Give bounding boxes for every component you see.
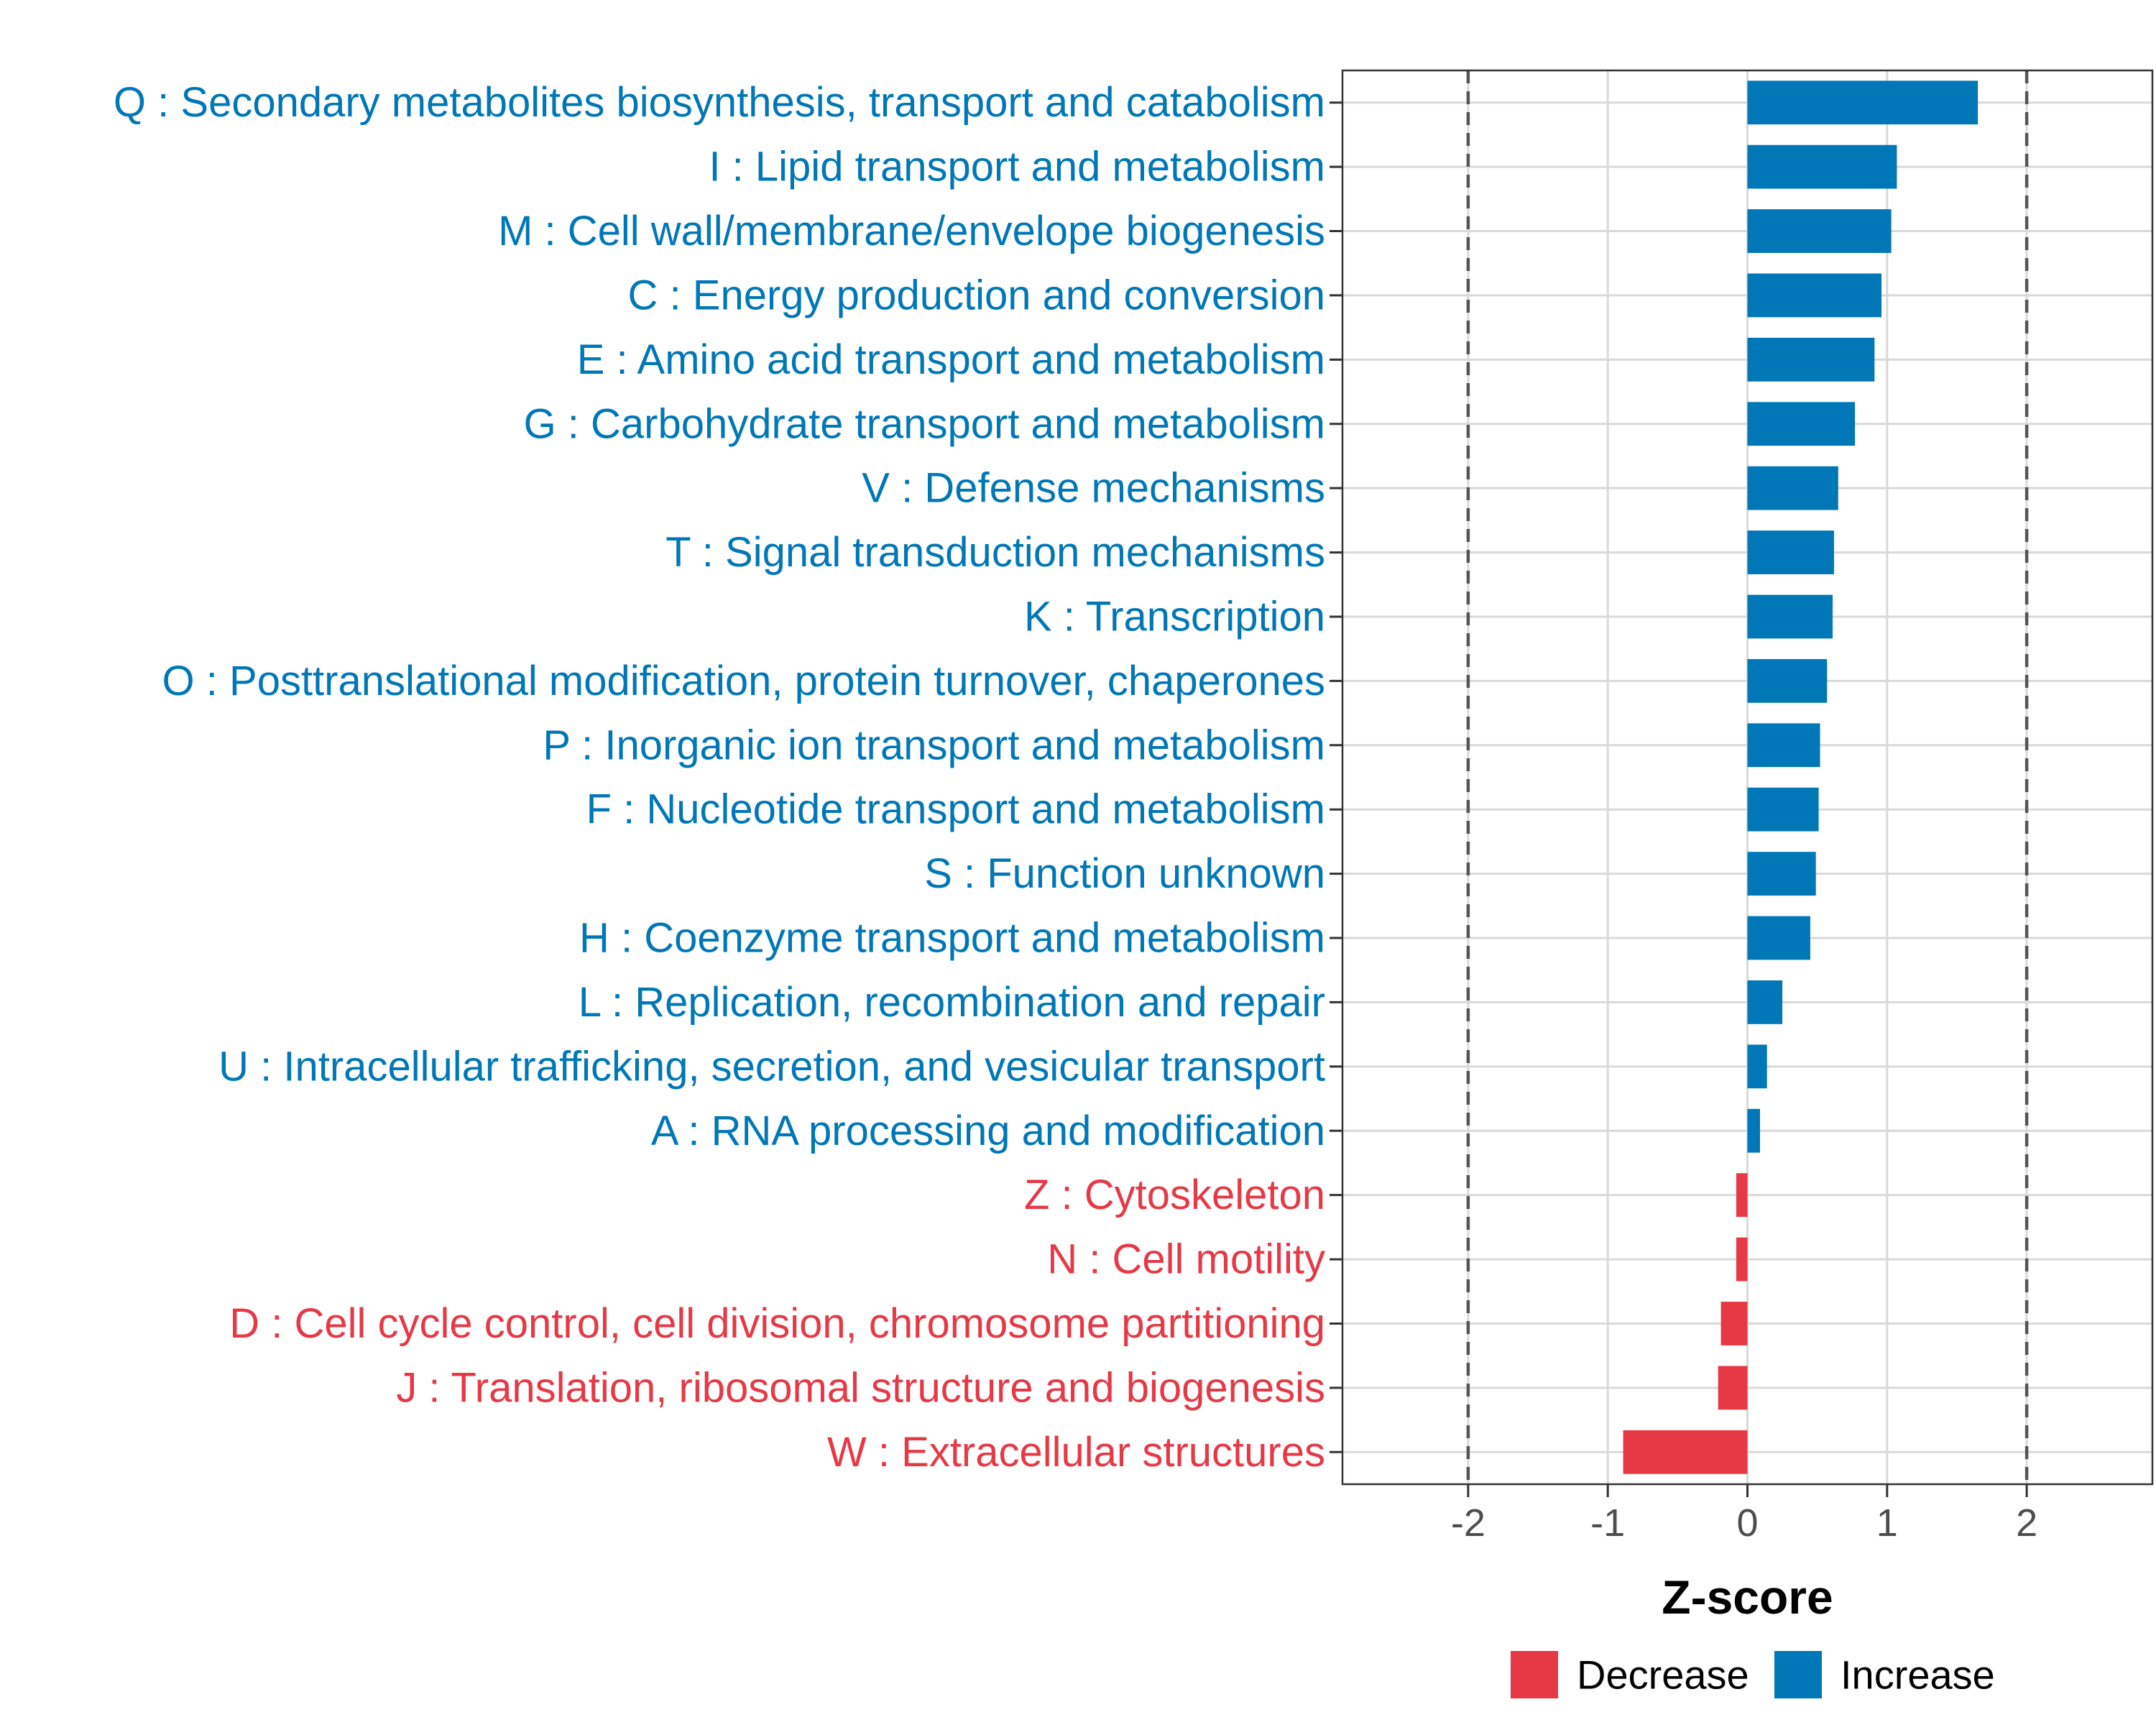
bar	[1747, 144, 1897, 189]
category-label: W : Extracellular structures	[827, 1429, 1325, 1476]
category-label: S : Function unknown	[924, 850, 1325, 897]
bar	[1747, 916, 1810, 960]
legend-label: Decrease	[1577, 1652, 1749, 1698]
category-label: J : Translation, ribosomal structure and…	[396, 1364, 1325, 1411]
category-label: L : Replication, recombination and repai…	[579, 979, 1325, 1026]
x-tick-label: 2	[2016, 1501, 2037, 1545]
bar	[1747, 594, 1833, 639]
legend-label: Increase	[1841, 1652, 1995, 1698]
category-label: I : Lipid transport and metabolism	[709, 144, 1325, 190]
bars	[1623, 80, 1978, 1474]
bar	[1747, 209, 1892, 253]
bar	[1747, 787, 1819, 832]
bar	[1747, 80, 1978, 125]
bar	[1623, 1430, 1748, 1474]
category-label: U : Intracellular trafficking, secretion…	[218, 1043, 1325, 1090]
reference-lines	[1466, 70, 2029, 1484]
x-axis-title: Z-score	[1662, 1570, 1833, 1624]
x-tick-label: -1	[1590, 1501, 1625, 1545]
bar	[1747, 658, 1828, 703]
category-label: H : Coenzyme transport and metabolism	[579, 915, 1325, 962]
y-axis-ticks	[1330, 101, 1342, 1453]
bar	[1747, 337, 1875, 382]
bar	[1747, 530, 1834, 574]
category-label: O : Posttranslational modification, prot…	[162, 658, 1325, 704]
bar	[1747, 723, 1820, 768]
bar	[1720, 1302, 1748, 1346]
x-tick-label: -2	[1451, 1501, 1485, 1545]
x-tick-label: 0	[1736, 1501, 1758, 1545]
category-label: Q : Secondary metabolites biosynthesis, …	[114, 79, 1325, 126]
bar	[1747, 466, 1838, 510]
category-label: P : Inorganic ion transport and metaboli…	[543, 722, 1325, 768]
category-label: N : Cell motility	[1047, 1236, 1325, 1283]
bar	[1718, 1366, 1748, 1410]
bar	[1736, 1173, 1748, 1218]
bar	[1747, 1044, 1767, 1089]
x-tick-label: 1	[1876, 1501, 1898, 1545]
category-label: A : RNA processing and modification	[651, 1108, 1325, 1154]
bar	[1747, 980, 1783, 1024]
category-label: K : Transcription	[1024, 593, 1325, 640]
legend-swatch	[1511, 1651, 1558, 1698]
category-label: Z : Cytoskeleton	[1024, 1172, 1325, 1218]
bar	[1747, 852, 1816, 896]
legend-swatch	[1774, 1651, 1822, 1698]
category-label: F : Nucleotide transport and metabolism	[586, 786, 1325, 833]
category-label: V : Defense mechanisms	[862, 465, 1325, 512]
category-label: D : Cell cycle control, cell division, c…	[229, 1300, 1325, 1347]
category-label: M : Cell wall/membrane/envelope biogenes…	[498, 208, 1325, 254]
x-axis-ticks: -2 -1 0 1 2	[1451, 1484, 2037, 1545]
legend: Decrease Increase	[1511, 1651, 1995, 1698]
bar	[1747, 1108, 1760, 1153]
category-label: C : Energy production and conversion	[628, 272, 1325, 318]
category-label: T : Signal transduction mechanisms	[665, 529, 1325, 576]
category-labels: Q : Secondary metabolites biosynthesis, …	[114, 79, 1325, 1476]
category-label: E : Amino acid transport and metabolism	[577, 336, 1325, 383]
bar	[1747, 273, 1882, 318]
bar	[1747, 402, 1856, 446]
bar	[1736, 1237, 1748, 1282]
category-label: G : Carbohydrate transport and metabolis…	[524, 400, 1325, 447]
